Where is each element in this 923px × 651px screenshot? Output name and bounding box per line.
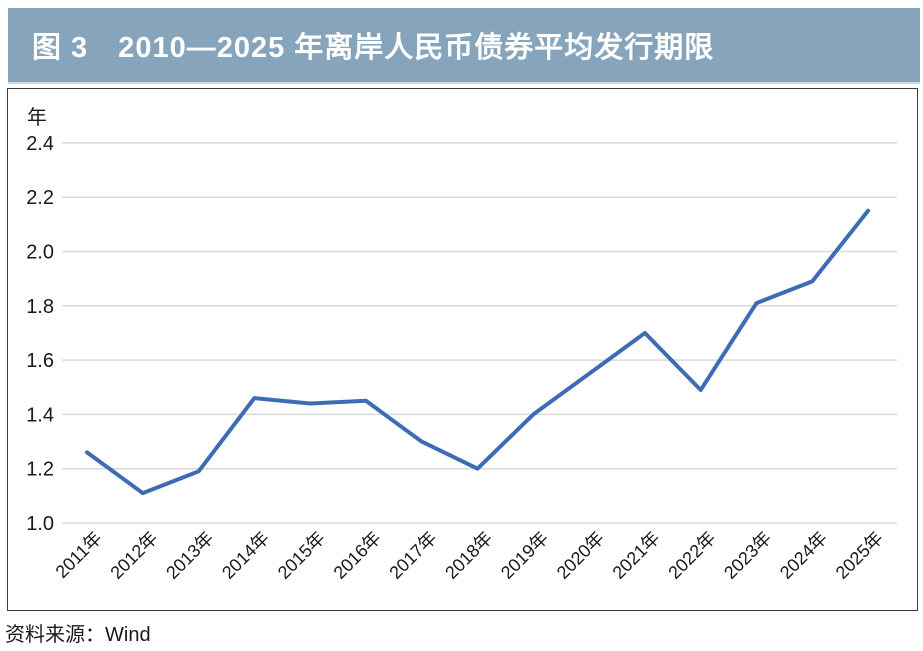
figure-title: 图 3 2010—2025 年离岸人民币债券平均发行期限	[32, 32, 715, 64]
y-tick-label: 1.8	[26, 296, 54, 318]
y-axis-unit-label: 年	[27, 107, 47, 129]
x-tick-label: 2013年	[162, 528, 217, 583]
x-tick-label: 2019年	[497, 528, 552, 583]
y-tick-label: 1.2	[26, 459, 54, 481]
chart-area: 年 1.0 1.2 1.4 1.6 1.8 2.0 2.2 2.4 2011年 2012年 2013…	[7, 88, 918, 611]
data-series-line	[85, 208, 871, 496]
y-tick-label: 2.4	[26, 133, 54, 155]
x-tick-label: 2016年	[330, 528, 385, 583]
x-tick-label: 2011年	[52, 528, 106, 582]
x-tick-label: 2015年	[274, 528, 329, 583]
x-tick-label: 2025年	[832, 528, 887, 583]
y-tick-label: 1.0	[26, 513, 54, 535]
y-tick-label: 2.0	[26, 242, 54, 264]
x-tick-label: 2020年	[553, 528, 608, 583]
y-tick-label: 2.2	[26, 187, 54, 209]
y-tick-label: 1.6	[26, 350, 54, 372]
x-tick-label: 2012年	[106, 528, 161, 583]
x-tick-label: 2018年	[441, 528, 496, 583]
x-tick-label: 2014年	[218, 528, 273, 583]
x-tick-label: 2021年	[609, 528, 664, 583]
x-tick-label: 2022年	[664, 528, 719, 583]
y-tick-label: 1.4	[26, 404, 54, 426]
figure-title-bar: 图 3 2010—2025 年离岸人民币债券平均发行期限	[8, 8, 920, 84]
x-tick-label: 2017年	[385, 528, 440, 583]
x-tick-label: 2024年	[776, 528, 831, 583]
x-tick-label: 2023年	[720, 528, 775, 583]
data-source-note: 资料来源：Wind	[5, 624, 151, 646]
